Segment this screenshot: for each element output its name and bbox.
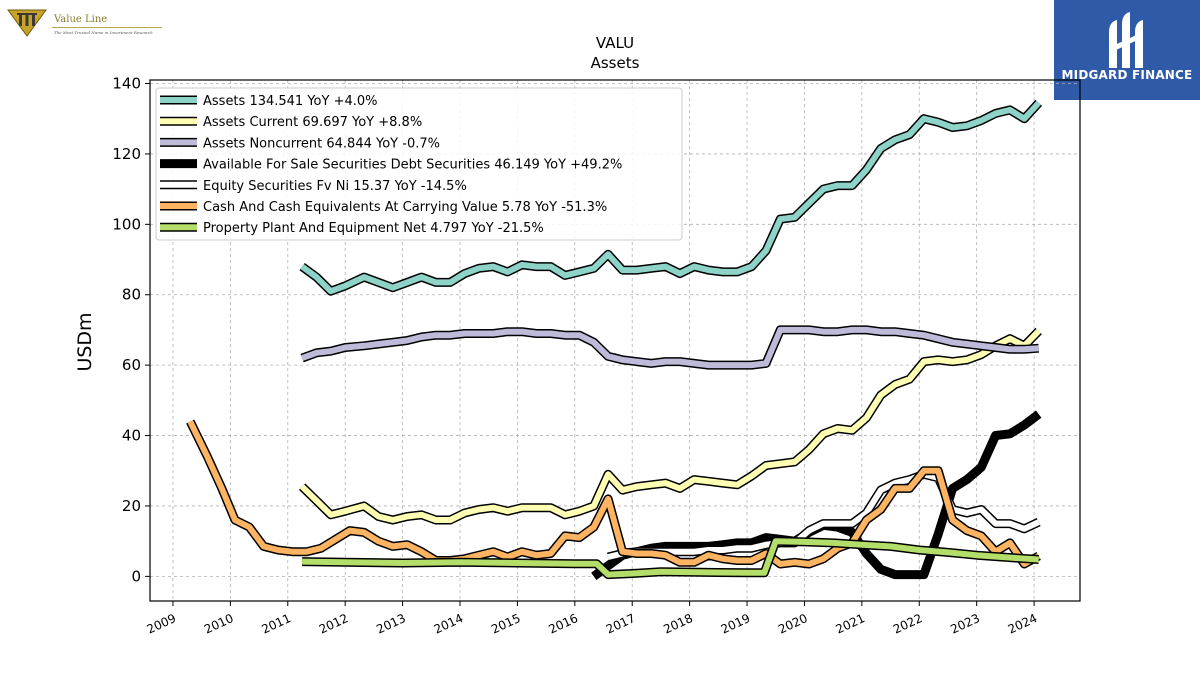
series-2-line bbox=[301, 326, 1039, 369]
legend-label: Assets Noncurrent 64.844 YoY -0.7% bbox=[203, 136, 440, 151]
y-tick-label: 80 bbox=[122, 286, 141, 304]
x-tick-label: 2021 bbox=[834, 611, 868, 637]
logo-rule bbox=[52, 27, 162, 28]
legend-label: Available For Sale Securities Debt Secur… bbox=[203, 158, 622, 173]
y-tick-label: 140 bbox=[112, 75, 141, 93]
value-line-tagline: The Most Trusted Name in Investment Rese… bbox=[54, 30, 153, 35]
y-tick-label: 40 bbox=[122, 427, 141, 445]
x-tick-label: 2012 bbox=[317, 611, 351, 637]
y-tick-label: 100 bbox=[112, 215, 141, 233]
y-tick-label: 120 bbox=[112, 145, 141, 163]
x-tick-label: 2020 bbox=[776, 611, 810, 637]
x-tick-label: 2013 bbox=[374, 611, 408, 637]
midgard-finance-logo: MIDGARD FINANCE bbox=[1054, 0, 1200, 100]
x-tick-label: 2023 bbox=[948, 611, 982, 637]
y-tick-label: 60 bbox=[122, 356, 141, 374]
value-line-name: Value Line bbox=[54, 14, 108, 25]
x-tick-label: 2015 bbox=[489, 611, 523, 637]
x-tick-label: 2022 bbox=[891, 611, 925, 637]
y-tick-label: 0 bbox=[131, 567, 141, 585]
midgard-emblem-icon bbox=[1109, 12, 1143, 68]
value-line-logo: Value Line The Most Trusted Name in Inve… bbox=[6, 6, 166, 40]
series-lines bbox=[186, 99, 1043, 581]
y-axis-label: USDm bbox=[74, 312, 96, 371]
legend-label: Assets Current 69.697 YoY +8.8% bbox=[203, 115, 422, 130]
chart-subtitle: Assets bbox=[591, 54, 640, 72]
series-5-outline bbox=[186, 419, 1041, 569]
x-tick-label: 2017 bbox=[604, 611, 638, 637]
x-tick-label: 2011 bbox=[259, 611, 293, 637]
legend-label: Property Plant And Equipment Net 4.797 Y… bbox=[203, 221, 544, 236]
series-5-line bbox=[187, 420, 1041, 567]
x-tick-label: 2010 bbox=[202, 611, 236, 637]
x-tick-label: 2019 bbox=[719, 611, 753, 637]
x-tick-label: 2018 bbox=[661, 611, 695, 637]
legend-label: Assets 134.541 YoY +4.0% bbox=[203, 94, 378, 109]
series-6-line bbox=[302, 538, 1039, 578]
series-0-line bbox=[300, 100, 1041, 295]
chart-title: VALU bbox=[596, 34, 634, 52]
plot-frame bbox=[149, 79, 1081, 602]
x-tick-label: 2024 bbox=[1006, 611, 1040, 637]
series-1-line bbox=[300, 328, 1041, 523]
midgard-finance-name: MIDGARD FINANCE bbox=[1061, 68, 1193, 82]
value-line-emblem-icon bbox=[7, 9, 47, 37]
series-4-line bbox=[607, 471, 1040, 560]
legend-label: Cash And Cash Equivalents At Carrying Va… bbox=[203, 200, 607, 215]
legend-box bbox=[155, 87, 683, 241]
y-tick-label: 20 bbox=[122, 497, 141, 515]
legend-label: Equity Securities Fv Ni 15.37 YoY -14.5% bbox=[203, 179, 467, 194]
x-tick-label: 2016 bbox=[546, 611, 580, 637]
x-tick-label: 2014 bbox=[432, 611, 466, 637]
legend: Assets 134.541 YoY +4.0% Assets Current 6… bbox=[155, 87, 683, 241]
x-tick-label: 2009 bbox=[145, 611, 179, 637]
